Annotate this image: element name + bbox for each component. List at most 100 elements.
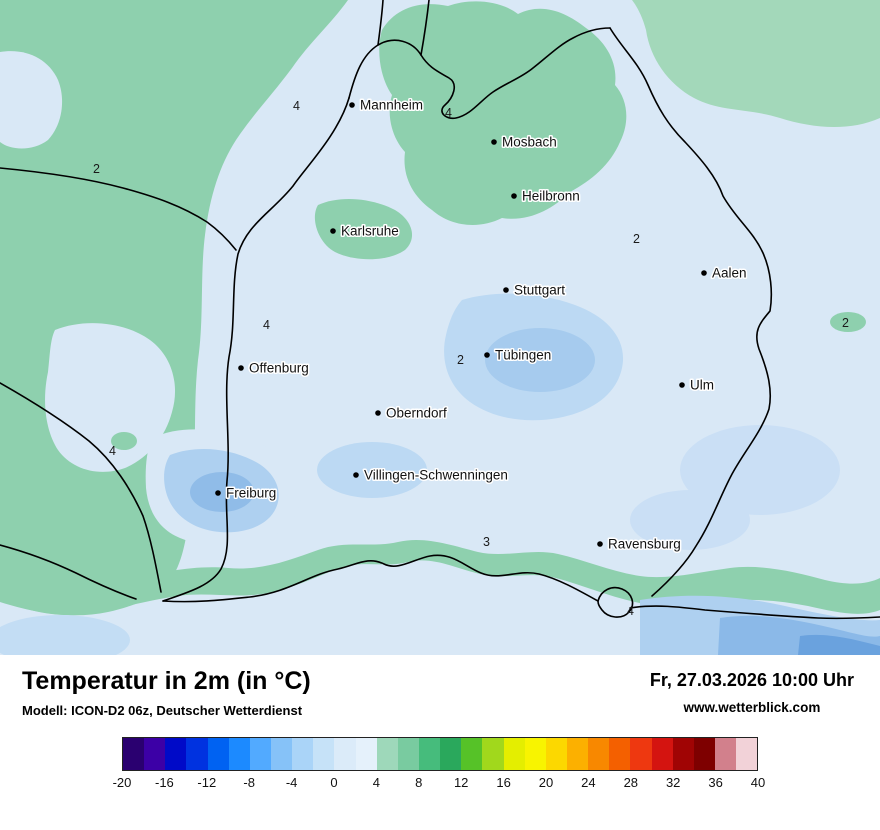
legend-tick-label: 4 [372, 774, 381, 790]
legend-tick-label: 40 [750, 774, 766, 790]
legend-color-segment [355, 737, 377, 770]
legend-color-segment [397, 737, 419, 770]
border-lines [0, 0, 880, 620]
temp-value-label: 2 [93, 162, 100, 176]
legend-tick-label: 24 [581, 774, 596, 790]
legend-tick-label: 16 [496, 774, 511, 790]
city-dot-icon [353, 472, 359, 478]
city-label: Freiburg [226, 486, 276, 501]
legend-tick-label: -12 [197, 774, 217, 790]
legend-color-segment [693, 737, 715, 770]
temp-value-label: 2 [842, 316, 849, 330]
city-dot-icon [375, 410, 381, 416]
city-marker: Oberndorf [375, 404, 449, 422]
city-dot-icon [491, 139, 497, 145]
temp-value-label: 4 [109, 444, 116, 458]
legend-color-segment [672, 737, 694, 770]
city-label: Stuttgart [514, 283, 565, 298]
city-dot-icon [330, 228, 336, 234]
temp-value-label: 2 [457, 353, 464, 367]
legend-tick-label: -8 [243, 774, 255, 790]
legend-tick-label: 0 [330, 774, 338, 790]
legend-color-segment [651, 737, 673, 770]
legend-ticks: -20 -16 -12 -8 -4 0 4 8 12 16 20 24 28 32 36 40 [113, 774, 766, 793]
temp-value-label: 2 [633, 232, 640, 246]
legend-color-segment [165, 737, 187, 770]
legend-color-segment [630, 737, 652, 770]
legend-color-segment [334, 737, 356, 770]
city-label: Villingen-Schwenningen [364, 468, 508, 483]
city-marker: Aalen [701, 264, 748, 282]
legend-color-segment [249, 737, 271, 770]
temp-value-label: 3 [483, 535, 490, 549]
temp-value-label: 4 [263, 318, 270, 332]
legend-color-segment [207, 737, 229, 770]
legend-tick-label: 20 [538, 774, 554, 790]
city-marker: Offenburg [238, 359, 310, 377]
legend-tick-label: -4 [285, 774, 298, 790]
legend-color-segment [503, 737, 525, 770]
temp-value-label: 4 [293, 99, 300, 113]
city-dot-icon [701, 270, 707, 276]
city-dot-icon [215, 490, 221, 496]
page-title: Temperatur in 2m (in °C) [22, 667, 311, 695]
legend-color-segment [123, 737, 145, 770]
legend-color-segment [482, 737, 504, 770]
legend-color-segment [609, 737, 631, 770]
city-marker: Ravensburg [597, 535, 682, 553]
map-labels-layer: Mannheim Mosbach Heilbronn Karlsruhe Stuttga… [93, 96, 849, 618]
city-label: Ulm [690, 378, 714, 393]
legend-color-segment [186, 737, 208, 770]
model-info: Modell: ICON-D2 06z, Deutscher Wetterdie… [22, 702, 303, 718]
cooler-blue-patches [0, 293, 880, 655]
city-label: Mannheim [360, 98, 423, 113]
city-label: Aalen [712, 266, 747, 281]
legend-color-segment [418, 737, 441, 770]
legend-color-segment [461, 737, 483, 770]
legend-color-segment [292, 737, 314, 770]
city-dot-icon [679, 382, 685, 388]
city-marker: Mannheim [349, 96, 425, 114]
city-label: Ravensburg [608, 537, 681, 552]
website-url: www.wetterblick.com [683, 700, 821, 715]
city-dot-icon [503, 287, 509, 293]
legend-tick-label: 36 [708, 774, 723, 790]
temp-value-label: 4 [445, 106, 452, 120]
legend-tick-label: 28 [623, 774, 639, 790]
city-dot-icon [238, 365, 244, 371]
city-label: Mosbach [502, 135, 557, 150]
city-marker: Karlsruhe [330, 222, 400, 240]
legend-color-segment [736, 737, 758, 770]
legend-tick-label: 32 [665, 774, 681, 790]
footer-right-block: Fr, 27.03.2026 10:00 Uhr www.wetterblick… [650, 668, 854, 715]
city-label: Offenburg [249, 361, 309, 376]
forecast-datetime: Fr, 27.03.2026 10:00 Uhr [649, 670, 854, 690]
legend-tick-label: 8 [415, 774, 423, 790]
legend-color-segment [313, 737, 335, 770]
city-marker: Mosbach [491, 133, 558, 151]
city-label: Karlsruhe [341, 224, 399, 239]
legend-color-segment [714, 737, 737, 770]
weather-map-canvas: Mannheim Mosbach Heilbronn Karlsruhe Stuttga… [0, 0, 880, 655]
city-marker: Stuttgart [503, 281, 567, 299]
city-dot-icon [597, 541, 603, 547]
legend-tick-label: 12 [453, 774, 469, 790]
legend-colorbar [122, 736, 758, 771]
legend-color-segment [376, 737, 398, 770]
legend-color-segment [440, 737, 462, 770]
legend-color-segment [144, 737, 166, 770]
city-label: Oberndorf [386, 406, 447, 421]
temp-value-label: 4 [627, 604, 634, 618]
city-dot-icon [511, 193, 517, 199]
legend-tick-label: -20 [112, 774, 132, 790]
legend-tick-label: -16 [154, 774, 174, 790]
city-dot-icon [484, 352, 490, 358]
legend-color-segment [588, 737, 610, 770]
legend-color-segment [545, 737, 567, 770]
city-marker: Heilbronn [511, 187, 581, 205]
legend-color-segment [228, 737, 250, 770]
city-marker: Tübingen [484, 346, 553, 364]
legend-color-segment [270, 737, 293, 770]
temperature-legend: -20 -16 -12 -8 -4 0 4 8 12 16 20 24 28 32 36 40 [113, 736, 766, 793]
city-label: Heilbronn [522, 189, 580, 204]
